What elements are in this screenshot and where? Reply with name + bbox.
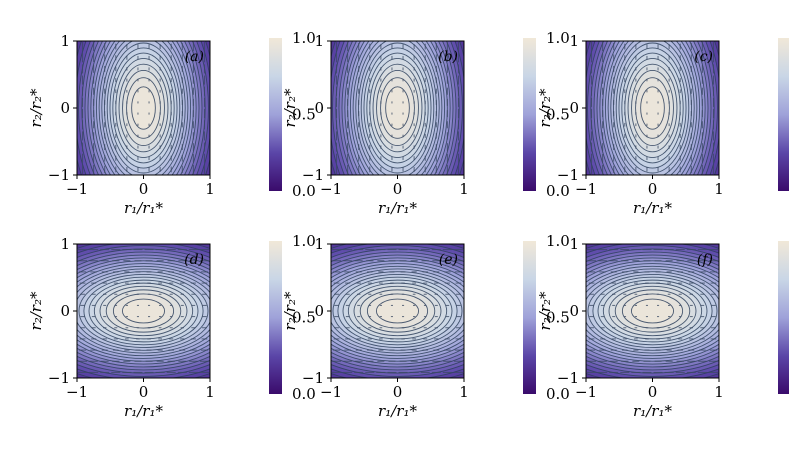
x-tick-label: 1 <box>205 180 215 198</box>
colorbar-tick-label: 0.5 <box>546 309 570 327</box>
x-tick-label: −1 <box>320 383 342 401</box>
y-tick-label: 0 <box>314 302 324 320</box>
x-tick-label: 0 <box>648 180 658 198</box>
panel-d: −1 0 1 −1 0 1 r₁/r₁* r₂/r₂* (d) 0.0 0.5 1.0 <box>27 232 316 420</box>
heatmap-field <box>331 244 464 378</box>
panel-label: (f) <box>697 252 713 268</box>
x-axis-label: r₁/r₁* <box>633 199 672 217</box>
vector-field <box>332 249 463 373</box>
panel-e: −1 0 1 −1 0 1 r₁/r₁* r₂/r₂* (e) 0.0 0.5 1.0 <box>281 232 570 420</box>
vector-field <box>591 42 714 174</box>
y-tick-label: 0 <box>569 99 579 117</box>
x-tick-label: 1 <box>459 383 469 401</box>
y-tick-label: 0 <box>60 302 70 320</box>
x-tick-label: 1 <box>205 383 215 401</box>
heatmap-field <box>77 41 210 175</box>
colorbar <box>269 38 282 191</box>
contour-band <box>121 298 166 324</box>
y-axis-label: r₂/r₂* <box>281 291 299 330</box>
y-tick-label: 1 <box>314 235 324 253</box>
panel-label: (b) <box>438 49 458 65</box>
heatmap-field <box>586 244 719 378</box>
y-tick-label: 0 <box>314 99 324 117</box>
colorbar-tick-label: 0.5 <box>292 106 316 124</box>
y-tick-label: −1 <box>48 166 70 184</box>
x-tick-label: 0 <box>393 383 403 401</box>
x-tick-label: 1 <box>714 180 724 198</box>
colorbar <box>778 241 789 394</box>
colorbar-tick-label: 1.0 <box>292 29 316 47</box>
y-tick-label: −1 <box>302 369 324 387</box>
colorbar <box>778 38 789 191</box>
contour-band <box>375 298 420 324</box>
panel-b: −1 0 1 −1 0 1 r₁/r₁* r₂/r₂* (b) 0.0 0.5 1.0 <box>281 29 570 217</box>
contour-band <box>640 86 665 130</box>
contour-band <box>630 298 675 324</box>
y-tick-label: −1 <box>48 369 70 387</box>
x-axis-label: r₁/r₁* <box>378 199 417 217</box>
y-axis-label: r₂/r₂* <box>281 88 299 127</box>
y-tick-label: 1 <box>60 235 70 253</box>
x-axis-label: r₁/r₁* <box>124 199 163 217</box>
colorbar <box>523 38 536 191</box>
panel-label: (e) <box>439 252 458 268</box>
x-tick-label: −1 <box>320 180 342 198</box>
panel-label: (d) <box>184 252 204 268</box>
colorbar-tick-label: 1.0 <box>292 232 316 250</box>
panel-a: −1 0 1 −1 0 1 r₁/r₁* r₂/r₂* (a) 0.0 0.5 1.0 <box>27 29 316 217</box>
panel-c: −1 0 1 −1 0 1 r₁/r₁* r₂/r₂* (c) 0.0 0.5 1.0 <box>536 32 789 217</box>
y-tick-label: 1 <box>569 32 579 50</box>
x-axis-label: r₁/r₁* <box>378 402 417 420</box>
y-tick-label: 1 <box>60 32 70 50</box>
x-tick-label: 0 <box>139 383 149 401</box>
x-tick-label: 1 <box>714 383 724 401</box>
contour-band <box>131 86 156 130</box>
contour-band <box>385 86 410 130</box>
x-tick-label: −1 <box>66 383 88 401</box>
heatmap-field <box>586 41 719 175</box>
vector-field <box>336 42 459 174</box>
y-axis-label: r₂/r₂* <box>27 88 45 127</box>
x-tick-label: 0 <box>393 180 403 198</box>
colorbar <box>523 241 536 394</box>
y-tick-label: 0 <box>60 99 70 117</box>
x-tick-label: 1 <box>459 180 469 198</box>
heatmap-field <box>331 41 464 175</box>
colorbar <box>269 241 282 394</box>
colorbar-tick-label: 0.5 <box>292 309 316 327</box>
colorbar-tick-label: 1.0 <box>546 29 570 47</box>
panel-f: −1 0 1 −1 0 1 r₁/r₁* r₂/r₂* (f) 0.0 0.5 1.0 <box>536 235 789 420</box>
y-axis-label: r₂/r₂* <box>536 88 554 127</box>
x-tick-label: 0 <box>648 383 658 401</box>
y-tick-label: 1 <box>314 32 324 50</box>
x-axis-label: r₁/r₁* <box>633 402 672 420</box>
panel-label: (a) <box>185 49 204 65</box>
colorbar-tick-label: 0.0 <box>546 385 570 403</box>
x-tick-label: 0 <box>139 180 149 198</box>
y-tick-label: 0 <box>569 302 579 320</box>
y-tick-label: −1 <box>557 166 579 184</box>
colorbar-tick-label: 0.5 <box>546 106 570 124</box>
colorbar-tick-label: 1.0 <box>546 232 570 250</box>
x-tick-label: −1 <box>66 180 88 198</box>
heatmap-field <box>77 244 210 378</box>
y-tick-label: −1 <box>302 166 324 184</box>
y-tick-label: −1 <box>557 369 579 387</box>
panel-label: (c) <box>694 49 713 65</box>
x-axis-label: r₁/r₁* <box>124 402 163 420</box>
x-tick-label: −1 <box>575 180 597 198</box>
vector-field <box>82 42 205 174</box>
vector-field <box>587 249 718 373</box>
colorbar-tick-label: 0.0 <box>546 182 570 200</box>
vector-field <box>78 249 209 373</box>
colorbar-tick-label: 0.0 <box>292 385 316 403</box>
y-axis-label: r₂/r₂* <box>536 291 554 330</box>
colorbar-tick-label: 0.0 <box>292 182 316 200</box>
x-tick-label: −1 <box>575 383 597 401</box>
y-axis-label: r₂/r₂* <box>27 291 45 330</box>
y-tick-label: 1 <box>569 235 579 253</box>
